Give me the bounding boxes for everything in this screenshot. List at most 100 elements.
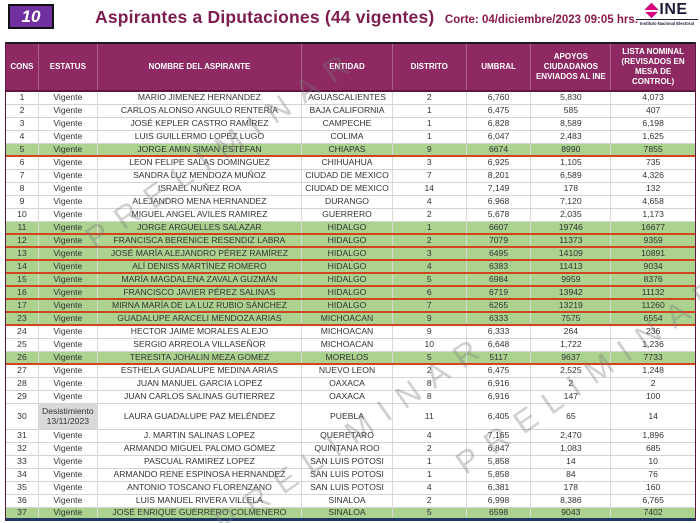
cell-apoyos: 8,386: [531, 495, 612, 507]
cell-umbral: 6,475: [467, 105, 532, 117]
cell-umbral: 8,201: [467, 170, 532, 182]
cell-estatus: Vigente: [39, 508, 98, 518]
cell-estatus: Desistimiento 13/11/2023: [38, 404, 98, 429]
cell-lista: 16677: [641, 222, 666, 232]
cell-cons: 36: [6, 495, 39, 507]
cell-entidad: GUERRERO: [302, 209, 393, 221]
cell-nombre: JOSÉ MARÍA ALEJANDRO PÉREZ RAMÍREZ: [98, 248, 303, 259]
cell-distrito: 8: [393, 378, 467, 390]
cell-umbral: 6,916: [467, 391, 532, 403]
cell-estatus: Vigente: [39, 495, 98, 507]
cell-apoyos: 7575: [531, 313, 612, 324]
table-row: 30 Desistimiento 13/11/2023 LAURA GUADALUPE…: [6, 404, 695, 430]
table-body: 1 Vigente MARIO JIMENEZ HERNANDEZ AGUASCALI…: [6, 92, 695, 521]
column-header-3: ENTIDAD: [302, 44, 393, 90]
cell-estatus: Vigente: [39, 443, 98, 455]
cell-lista: 6,765: [642, 495, 664, 506]
column-header-6: APOYOS CIUDADANOS ENVIADOS AL INE: [531, 44, 612, 90]
cell-lista: 4,073: [642, 92, 664, 103]
cell-nombre: LEON FELIPE SALAS DOMINGUEZ: [98, 157, 303, 169]
cell-cons: 10: [6, 209, 39, 221]
cell-distrito: 9: [393, 313, 467, 324]
cell-umbral: 6984: [467, 274, 532, 285]
table-row: 32 Vigente ARMANDO MIGUEL PALOMO GÓMEZ QUIN…: [6, 443, 695, 456]
cell-nombre: J. MARTIN SALINAS LOPEZ: [98, 430, 303, 442]
cell-nombre: FRANCISCO JAVIER PÉREZ SALINAS: [98, 287, 303, 298]
cell-entidad: CIUDAD DE MEXICO: [302, 183, 393, 195]
cell-cons: 28: [6, 378, 39, 390]
cell-estatus: Vigente: [39, 339, 98, 351]
cell-umbral: 6495: [467, 248, 532, 259]
cell-distrito: 4: [393, 261, 467, 272]
cell-apoyos: 1,105: [531, 157, 612, 169]
cell-distrito: 1: [393, 105, 467, 117]
column-header-4: DISTRITO: [393, 44, 467, 90]
cell-nombre: JUAN MANUEL GARCIA LOPEZ: [98, 378, 303, 390]
cell-cons: 31: [6, 430, 39, 442]
cell-lista: 9034: [643, 261, 663, 271]
table-row: 2 Vigente CARLOS ALONSO ANGULO RENTERÍA BAJ…: [6, 105, 695, 118]
cell-umbral: 6,333: [467, 326, 532, 338]
cell-umbral: 7,149: [467, 183, 532, 195]
cell-nombre: JOSÉ KEPLER CASTRO RAMÍREZ: [98, 118, 303, 130]
table-row: 34 Vigente ARMANDO RENE ESPINOSA HERNANDEZ…: [6, 469, 695, 482]
cell-apoyos: 178: [531, 183, 612, 195]
cell-estatus: Vigente: [39, 209, 98, 221]
cell-apoyos: 11373: [531, 235, 612, 246]
cell-nombre: ARMANDO RENE ESPINOSA HERNANDEZ: [98, 469, 303, 481]
cell-nombre: GUADALUPE ARACELI MENDOZA ARIAS: [98, 313, 303, 324]
cell-distrito: 6: [393, 287, 467, 298]
cell-estatus: Vigente: [39, 196, 98, 208]
table-row: 35 Vigente ANTONIO TOSCANO FLORENZANO SAN L…: [6, 482, 695, 495]
cell-cons: 27: [6, 365, 39, 377]
cell-lista: 1,248: [642, 365, 664, 376]
cell-apoyos: 2,525: [531, 365, 612, 377]
cell-estatus: Vigente: [39, 248, 98, 259]
cell-apoyos: 14: [531, 456, 612, 468]
cell-entidad: QUERETARO: [302, 430, 393, 442]
cell-umbral: 6,648: [467, 339, 532, 351]
cell-entidad: SINALOA: [302, 495, 393, 507]
cell-apoyos: 8990: [531, 144, 612, 155]
cell-umbral: 6598: [467, 508, 532, 518]
cell-entidad: CHIHUAHUA: [302, 157, 393, 169]
page-title: Aspirantes a Diputaciones (44 vigentes): [95, 7, 435, 27]
cell-distrito: 9: [393, 326, 467, 338]
cell-apoyos: 9959: [531, 274, 612, 285]
aspirantes-table: CONS ESTATUS NOMBRE DEL ASPIRANTE ENTIDAD DI…: [5, 42, 696, 521]
cell-entidad: NUEVO LEON: [302, 365, 393, 377]
cell-estatus: Vigente: [39, 92, 98, 104]
cell-entidad: CAMPECHE: [302, 118, 393, 130]
cell-lista: 76: [648, 469, 658, 480]
cell-cons: 4: [6, 131, 39, 143]
cell-distrito: 2: [393, 495, 467, 507]
table-row: 27 Vigente ESTHELA GUADALUPE MEDINA ARIAS N…: [6, 365, 695, 378]
report-header: 10 Aspirantes a Diputaciones (44 vigente…: [0, 0, 700, 40]
table-row: 3 Vigente JOSÉ KEPLER CASTRO RAMÍREZ CAMPEC…: [6, 118, 695, 131]
cell-cons: 9: [6, 196, 39, 208]
cell-nombre: JOSÉ ENRIQUE GUERRERO COLMENERO: [98, 508, 303, 518]
cell-distrito: 2: [393, 443, 467, 455]
ine-logo-subtext: Instituto Nacional Electoral: [636, 19, 698, 26]
cell-umbral: 7079: [467, 235, 532, 246]
cell-lista: 4,658: [642, 196, 664, 207]
cell-cons: 7: [6, 170, 39, 182]
cell-lista: 1,625: [642, 131, 664, 142]
cell-lista: 1,236: [642, 339, 664, 350]
cell-apoyos: 2,483: [531, 131, 612, 143]
cell-nombre: LUIS GUILLERMO LOPEZ LUGO: [98, 131, 303, 143]
cell-lista: 14: [648, 410, 658, 421]
cell-entidad: MORELOS: [302, 352, 393, 363]
cell-estatus: Vigente: [39, 378, 98, 390]
cell-cons: 5: [6, 144, 39, 155]
cell-apoyos: 2: [531, 378, 612, 390]
table-row: 31 Vigente J. MARTIN SALINAS LOPEZ QUERETAR…: [6, 430, 695, 443]
cell-distrito: 10: [393, 339, 467, 351]
cell-entidad: SAN LUIS POTOSI: [302, 469, 393, 481]
cell-apoyos: 1,722: [531, 339, 612, 351]
cell-lista: 8376: [643, 274, 663, 284]
cell-distrito: 7: [393, 300, 467, 311]
cell-estatus: Vigente: [39, 131, 98, 143]
table-row: 12 Vigente FRANCISCA BERENICE RESENDIZ LAB…: [6, 235, 695, 248]
cell-apoyos: 585: [531, 105, 612, 117]
